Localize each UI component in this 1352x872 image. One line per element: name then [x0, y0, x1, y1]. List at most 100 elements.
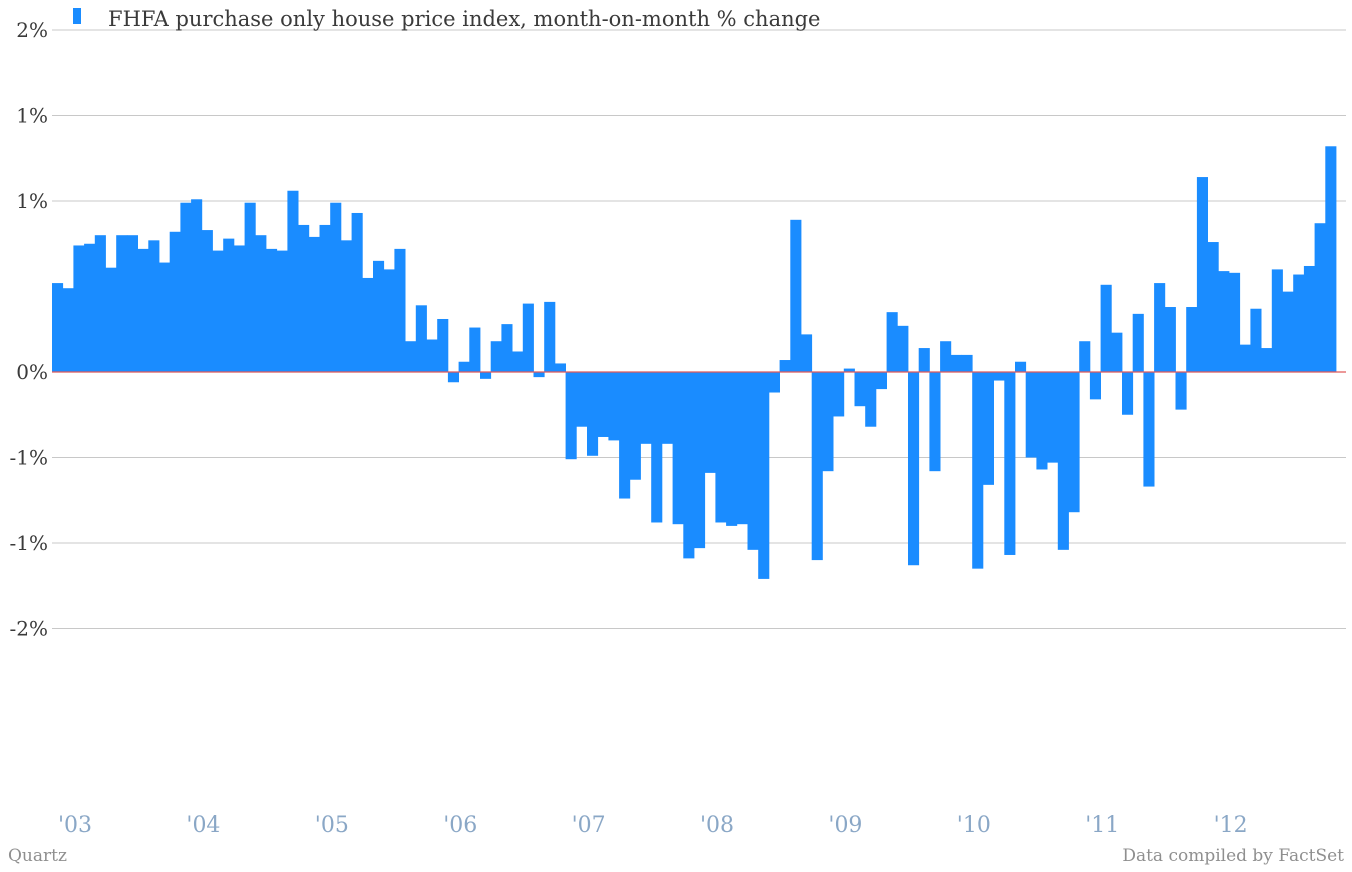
bar [779, 360, 791, 372]
bar [544, 301, 556, 372]
bar [1186, 307, 1198, 372]
bar [62, 288, 74, 372]
bar [897, 325, 909, 372]
legend-swatch [73, 8, 81, 24]
bar [576, 372, 588, 427]
x-tick-label: '10 [957, 813, 991, 838]
y-axis-ticks: 2% 1% 1% 0% -1% -1% -2% [10, 18, 49, 641]
bar [886, 312, 898, 372]
bar [736, 372, 748, 525]
bar [1079, 341, 1091, 372]
bar [373, 260, 385, 372]
x-tick-label: '12 [1214, 813, 1248, 838]
bar [490, 341, 502, 372]
y-tick-label: 0% [16, 360, 48, 384]
bar [169, 231, 181, 372]
bar [726, 372, 738, 526]
bar [843, 368, 855, 372]
x-tick-label: '03 [58, 813, 92, 838]
bar [116, 235, 128, 372]
y-tick-label: 1% [16, 189, 48, 213]
bar [94, 235, 106, 372]
bar [950, 354, 962, 372]
bar [704, 372, 716, 473]
bar [1100, 284, 1112, 372]
bar [469, 327, 481, 372]
bar [1143, 372, 1155, 487]
bar [180, 202, 192, 372]
bar [918, 348, 930, 372]
bar [790, 219, 802, 372]
bar [1282, 291, 1294, 372]
bar [1068, 372, 1080, 513]
bar [1025, 372, 1037, 458]
bar [629, 372, 641, 480]
x-tick-label: '04 [186, 813, 220, 838]
bar [811, 372, 823, 561]
bar [512, 351, 524, 372]
y-tick-label: -1% [10, 531, 49, 555]
bar [1111, 332, 1123, 372]
bar [651, 372, 663, 523]
bar [608, 372, 620, 441]
bar [619, 372, 631, 499]
bar [961, 354, 973, 372]
bar [1154, 283, 1166, 372]
bar [522, 303, 534, 372]
bar [758, 372, 770, 579]
source-note: Data compiled by FactSet [1122, 846, 1344, 866]
bar [394, 248, 406, 372]
bar [148, 240, 160, 372]
bar [854, 372, 866, 407]
bar [768, 372, 780, 393]
bar [801, 334, 813, 372]
x-tick-label: '05 [315, 813, 349, 838]
bar [1261, 348, 1273, 372]
bar [940, 341, 952, 372]
bar [73, 245, 85, 372]
legend-label: FHFA purchase only house price index, mo… [108, 7, 820, 31]
bar [191, 199, 203, 372]
bar [105, 267, 117, 372]
bar [159, 262, 171, 372]
bar [865, 372, 877, 427]
x-axis-ticks: '03 '04 '05 '06 '07 '08 '09 '10 '11 '12 [58, 813, 1248, 838]
bar [201, 230, 213, 372]
bar [330, 202, 342, 372]
bar [929, 372, 941, 472]
bar [661, 372, 673, 444]
bar [694, 372, 706, 549]
bar [1047, 372, 1059, 463]
bar [982, 372, 994, 485]
bar [1164, 307, 1176, 372]
bar-series [52, 146, 1337, 579]
bar [1314, 223, 1326, 372]
legend: FHFA purchase only house price index, mo… [73, 7, 820, 31]
x-tick-label: '08 [700, 813, 734, 838]
bar [1218, 271, 1230, 372]
bar [554, 363, 566, 372]
bar [1132, 313, 1144, 372]
bar [351, 212, 363, 372]
bar [458, 361, 470, 372]
bar [908, 372, 920, 566]
x-tick-label: '09 [828, 813, 862, 838]
y-tick-label: -2% [10, 617, 49, 641]
bar [1015, 361, 1027, 372]
bar [597, 372, 609, 437]
bar [480, 372, 492, 379]
y-tick-label: 2% [16, 18, 48, 42]
bar [1196, 177, 1208, 372]
bar [747, 372, 759, 550]
bar [126, 235, 138, 372]
bar [1036, 372, 1048, 470]
y-tick-label: 1% [16, 104, 48, 128]
publisher-credit: Quartz [8, 846, 67, 866]
bar [405, 341, 417, 372]
bar [972, 372, 984, 569]
bar [1293, 274, 1305, 372]
bar [426, 339, 438, 372]
bar [1271, 269, 1283, 372]
bar [266, 248, 278, 372]
